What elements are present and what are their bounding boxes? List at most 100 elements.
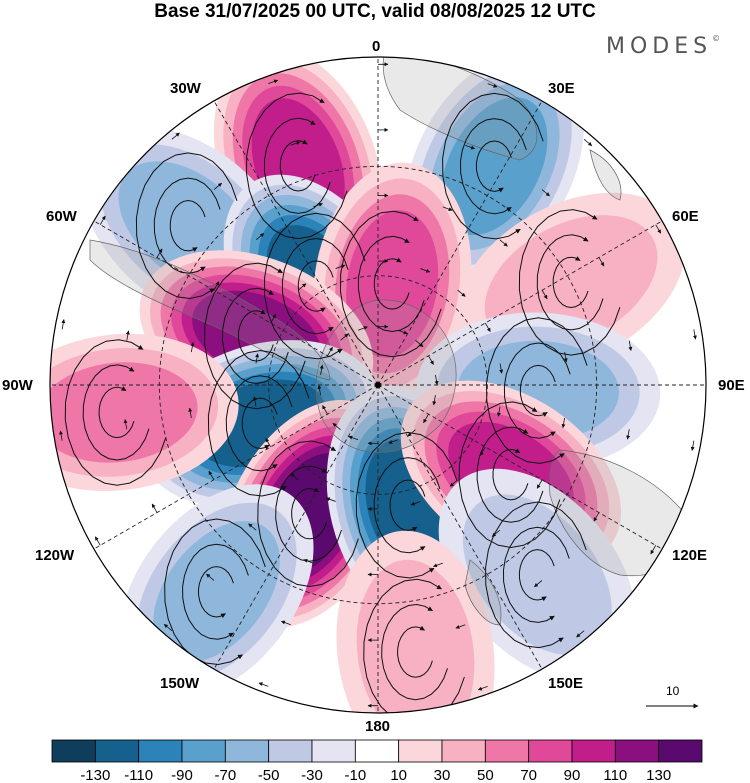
brand-logo: MODES© <box>606 34 720 59</box>
colorbar-tick-label: 110 <box>603 767 627 783</box>
wind-arrow <box>388 439 399 444</box>
colorbar-tick-label: -90 <box>171 767 193 783</box>
wind-arrow <box>499 363 504 374</box>
colorbar-swatch <box>224 739 270 763</box>
streamline <box>291 487 327 540</box>
graticule <box>50 57 706 713</box>
anomaly-level <box>356 559 475 713</box>
streamline <box>245 92 348 240</box>
wind-arrow <box>628 340 633 351</box>
wind-arrow <box>313 202 323 208</box>
lon-label-60w: 60W <box>46 208 77 225</box>
wind-arrow <box>325 497 336 502</box>
lon-label-90w: 90W <box>2 377 33 394</box>
wind-arrow <box>258 682 269 687</box>
wind-arrow <box>650 545 657 555</box>
meridian-line <box>377 384 663 550</box>
streamline <box>442 92 544 240</box>
wind-arrow <box>348 435 359 441</box>
colorbar-swatch <box>441 739 486 763</box>
wind-arrow <box>541 290 548 300</box>
colorbar-swatch <box>614 739 660 763</box>
wind-arrow <box>420 268 431 273</box>
wind-arrow <box>280 620 291 626</box>
anomaly-level <box>346 210 439 358</box>
wind-arrow <box>576 630 585 638</box>
wind-arrow <box>433 562 443 568</box>
streamline <box>503 342 571 439</box>
wind-arrow <box>156 248 163 258</box>
wind-arrow <box>213 281 220 291</box>
meridian-line <box>93 220 379 386</box>
wind-arrow <box>163 623 173 631</box>
wind-arrow <box>265 437 272 448</box>
wind-arrow <box>593 512 600 522</box>
wind-arrow <box>248 523 257 531</box>
reference-vector <box>646 703 699 709</box>
south-pole-marker <box>375 382 381 388</box>
wind-arrow <box>322 405 328 415</box>
streamline <box>263 117 331 214</box>
wind-arrow <box>484 322 491 333</box>
lon-label-120e: 120E <box>672 547 708 564</box>
wind-arrow <box>151 503 158 513</box>
wind-arrow <box>252 396 257 407</box>
wind-arrow <box>407 429 416 437</box>
antarctica <box>315 299 457 453</box>
wind-arrow <box>583 139 593 147</box>
streamline <box>135 152 238 300</box>
colorbar-swatch <box>484 739 530 763</box>
latitude-circle <box>268 275 488 495</box>
wind-arrow <box>442 206 453 211</box>
brand-mark: © <box>712 34 721 43</box>
streamline <box>476 426 544 523</box>
meridian-line <box>93 384 379 550</box>
streamline <box>241 397 278 450</box>
anomaly-level <box>441 97 548 236</box>
wind-arrow <box>340 333 349 341</box>
streamline <box>197 566 234 619</box>
colorbar-tick-label: 10 <box>390 767 407 783</box>
wind-arrow <box>303 559 314 564</box>
lon-label-150e: 150E <box>548 675 584 692</box>
wind-arrow <box>125 330 130 341</box>
lon-label-60e: 60E <box>672 208 699 225</box>
wind-arrow <box>270 314 277 324</box>
wind-arrow <box>335 264 346 269</box>
anomaly-level <box>153 521 280 663</box>
wind-arrow <box>496 406 501 417</box>
wind-arrow <box>123 419 128 430</box>
lon-label-90e: 90E <box>718 377 745 394</box>
streamline <box>485 501 587 649</box>
wind-arrow <box>213 182 222 190</box>
colorbar-swatch <box>268 739 313 763</box>
colorbar-tick-label: -30 <box>301 767 323 783</box>
wind-arrow <box>268 79 279 85</box>
wind-arrow <box>457 289 466 297</box>
colorbar-tick-label: 50 <box>477 767 494 783</box>
meridian-line <box>377 100 543 386</box>
wind-arrow <box>541 189 550 197</box>
streamline <box>182 543 249 640</box>
streamline <box>98 386 135 439</box>
wind-arrow <box>317 384 322 396</box>
colorbar-tick-label: 30 <box>434 767 451 783</box>
streamline <box>381 603 448 701</box>
streamline <box>355 431 458 579</box>
lon-label-30e: 30E <box>548 80 575 97</box>
streamline <box>204 262 306 410</box>
wind-arrow <box>423 413 429 424</box>
colorbar-swatch <box>311 739 356 763</box>
wind-arrow <box>190 341 195 353</box>
colorbar-tick-label: 130 <box>646 767 671 783</box>
meridian-line <box>213 100 379 386</box>
lon-label-180: 180 <box>365 718 391 735</box>
streamline <box>502 526 570 623</box>
wind-arrow <box>206 573 215 581</box>
streamline <box>275 465 342 562</box>
wind-arrow <box>327 346 333 357</box>
anomaly-a10 <box>50 333 239 492</box>
wind-arrow <box>99 215 106 225</box>
